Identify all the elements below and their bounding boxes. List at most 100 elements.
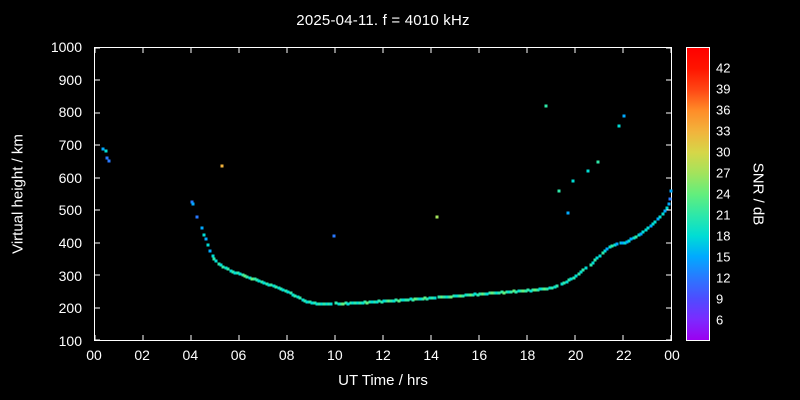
echo-point — [579, 270, 583, 274]
echo-point — [349, 301, 353, 305]
x-tick-mark — [430, 48, 432, 53]
echo-point — [423, 296, 427, 300]
echo-point — [526, 288, 530, 292]
echo-point — [476, 293, 480, 297]
echo-point — [315, 302, 319, 306]
echo-point — [303, 299, 307, 303]
echo-point — [375, 300, 379, 304]
y-tick-mark — [95, 274, 100, 276]
echo-point — [211, 254, 215, 258]
colorbar-tick-label: 27 — [716, 165, 731, 181]
echo-point — [553, 285, 557, 289]
echo-point — [267, 283, 271, 287]
echo-point — [634, 235, 638, 239]
echo-point — [301, 298, 305, 302]
x-tick-mark — [142, 335, 144, 340]
y-tick-mark — [666, 242, 671, 244]
echo-point — [325, 302, 329, 306]
echo-point — [313, 301, 317, 305]
scatter-points-layer — [95, 48, 673, 340]
echo-point — [557, 189, 561, 193]
echo-point — [524, 289, 528, 293]
echo-point — [507, 290, 511, 294]
echo-point — [286, 290, 290, 294]
echo-point — [322, 302, 326, 306]
echo-point — [622, 114, 626, 118]
echo-point — [571, 179, 575, 183]
y-tick-mark — [666, 79, 671, 81]
echo-point — [430, 296, 434, 300]
echo-point — [353, 301, 357, 305]
echo-point — [206, 243, 210, 247]
echo-point — [502, 291, 506, 295]
echo-point — [442, 295, 446, 299]
echo-point — [639, 232, 643, 236]
echo-point — [344, 301, 348, 305]
echo-point — [560, 282, 564, 286]
echo-point — [289, 291, 293, 295]
colorbar-tick-label: 9 — [716, 291, 724, 307]
x-tick-mark — [286, 48, 288, 53]
echo-point — [421, 297, 425, 301]
echo-point — [255, 278, 259, 282]
echo-point — [584, 266, 588, 270]
echo-point — [394, 298, 398, 302]
echo-point — [627, 239, 631, 243]
x-tick-mark — [94, 48, 96, 53]
echo-point — [221, 265, 225, 269]
echo-point — [485, 292, 489, 296]
echo-point — [469, 293, 473, 297]
echo-point — [241, 273, 245, 277]
echo-point — [466, 293, 470, 297]
echo-point — [478, 292, 482, 296]
echo-point — [574, 274, 578, 278]
echo-point — [521, 289, 525, 293]
echo-point — [104, 149, 108, 153]
echo-point — [543, 287, 547, 291]
x-tick-mark — [622, 335, 624, 340]
x-tick-mark — [526, 48, 528, 53]
echo-point — [555, 284, 559, 288]
echo-point — [665, 206, 669, 210]
echo-point — [617, 124, 621, 128]
echo-point — [250, 277, 254, 281]
y-tick-label: 1000 — [50, 39, 82, 55]
x-tick-mark — [238, 335, 240, 340]
echo-point — [667, 202, 671, 206]
echo-point — [229, 269, 233, 273]
echo-point — [329, 302, 333, 306]
echo-point — [334, 301, 338, 305]
echo-point — [416, 297, 420, 301]
x-tick-mark — [478, 48, 480, 53]
echo-point — [277, 286, 281, 290]
echo-point — [562, 281, 566, 285]
colorbar-title: SNR / dB — [749, 162, 767, 226]
colorbar-tick-label: 33 — [716, 123, 731, 139]
echo-point — [669, 189, 673, 193]
echo-point — [653, 220, 657, 224]
echo-point — [387, 299, 391, 303]
plot-area — [94, 47, 673, 341]
echo-point — [265, 282, 269, 286]
x-tick-mark — [478, 335, 480, 340]
echo-point — [202, 233, 206, 237]
echo-point — [452, 294, 456, 298]
x-tick-label: 10 — [327, 347, 343, 363]
echo-point — [296, 295, 300, 299]
echo-point — [208, 249, 212, 253]
echo-point — [204, 237, 208, 241]
echo-point — [435, 215, 439, 219]
echo-point — [601, 251, 605, 255]
echo-point — [406, 298, 410, 302]
snr-colorbar — [686, 47, 710, 341]
echo-point — [308, 300, 312, 304]
echo-point — [253, 277, 257, 281]
x-tick-label: 16 — [471, 347, 488, 363]
echo-point — [569, 277, 573, 281]
echo-point — [392, 299, 396, 303]
echo-point — [608, 245, 612, 249]
echo-point — [105, 156, 109, 160]
echo-point — [320, 302, 324, 306]
echo-point — [541, 287, 545, 291]
echo-point — [226, 267, 230, 271]
